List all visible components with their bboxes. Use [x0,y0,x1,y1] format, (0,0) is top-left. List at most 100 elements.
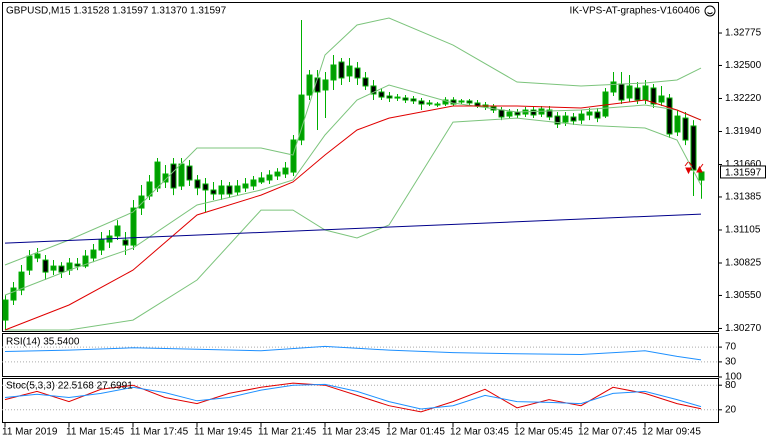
candle-body [322,79,329,91]
smiley-icon [704,5,716,17]
indicator-line [4,345,702,361]
candle-body [42,259,49,273]
candle-body [178,163,185,187]
candle-body [394,96,401,99]
candle-body [434,103,441,106]
candle-body [330,64,337,81]
candle-body [282,167,289,175]
y-tick-label: 1.31385 [725,192,762,203]
candle-body [170,163,177,189]
candle-body [50,265,57,271]
x-tick-label: 11 Mar 17:45 [130,427,189,438]
candle-body [498,109,505,118]
candle-body [506,111,513,117]
candle-body [26,255,33,271]
y-tick-label: 1.30550 [725,290,762,301]
candle-body [690,125,697,171]
candle-body [114,225,121,237]
indicator-line [4,17,702,266]
last-price-box [720,165,766,179]
candle-body [418,100,425,105]
candle-body [610,81,617,93]
y-tick-label: 1.31940 [725,126,762,137]
stoch-title: Stoc(5,3,3) 22.5168 27.6991 [6,381,133,392]
candle-body [122,239,129,246]
candle-body [650,87,657,105]
candle-body [602,91,609,117]
candle-body [98,239,105,251]
candle-body [554,115,561,125]
candle-body [234,185,241,193]
y-tick-label: 1.30270 [725,323,762,334]
y-tick-label: 1.32500 [725,60,762,71]
indicator-line [4,99,702,331]
indicator-line [4,382,702,413]
rsi-pane [2,333,719,377]
candle-body [634,87,641,101]
y-tick-label: 70 [725,342,737,353]
x-tick-label: 12 Mar 07:45 [578,427,637,438]
candle-body [594,111,601,119]
x-tick-label: 12 Mar 09:45 [642,427,701,438]
candle-body [570,116,577,122]
candle-body [410,98,417,102]
candle-body [226,185,233,195]
candle-body [466,100,473,104]
y-tick-label: 20 [725,404,737,415]
y-tick-label: 1.30825 [725,258,762,269]
last-price-label: 1.31597 [725,168,762,179]
candle-body [186,165,193,181]
candle-body [530,109,537,116]
candle-body [218,185,225,195]
x-tick-label: 11 Mar 15:45 [66,427,125,438]
candle-body [546,109,553,118]
x-tick-label: 11 Mar 19:45 [194,427,253,438]
candle-body [290,139,297,173]
candle-body [346,65,353,77]
candle-body [10,287,17,301]
candle-body [514,111,521,116]
x-tick-label: 11 Mar 21:45 [258,427,317,438]
candle-body [298,94,305,141]
stoch-pane [2,378,719,423]
candle-body [82,255,89,267]
candle-body [674,115,681,133]
rsi-title: RSI(14) 35.5400 [6,337,80,348]
y-tick-label: 80 [725,380,737,391]
signal-arrow [696,163,704,173]
candle-body [210,189,217,195]
x-tick-label: 12 Mar 05:45 [514,427,573,438]
y-tick-label: 100 [725,372,742,383]
candle-body [402,97,409,101]
candle-body [2,299,9,321]
watermark: IK-VPS-AT-graphes-V160406 [570,6,701,17]
candle-body [562,115,569,123]
indicator-line [4,84,702,296]
candle-body [666,97,673,135]
y-tick-label: 1.31105 [725,225,761,236]
axes: 1.32775 1.32500 1.32220 1.31940 1.31660 1.313… [2,28,766,438]
stoch-plot [2,382,718,413]
candle-body [338,61,345,79]
candle-body [58,265,65,273]
candle-body [618,83,625,101]
chart-title: GBPUSD,M15 1.31528 1.31597 1.31370 1.315… [6,6,227,17]
candle-body [458,100,465,103]
candle-body [306,74,313,96]
x-tick-label: 11 Mar 2019 [2,427,58,438]
candle-body [386,95,393,99]
y-tick-label: 30 [725,357,737,368]
main-plot [2,17,705,331]
candle-body [250,179,257,187]
x-tick-label: 11 Mar 23:45 [322,427,381,438]
candle-body [274,171,281,177]
candle-body [242,183,249,189]
candle-body [90,249,97,259]
candle-body [626,85,633,99]
x-tick-label: 12 Mar 03:45 [450,427,509,438]
candle-body [130,207,137,246]
candle-body [34,253,41,259]
candle-body [578,113,585,121]
candle-body [266,174,273,181]
indicator-line [4,383,702,410]
